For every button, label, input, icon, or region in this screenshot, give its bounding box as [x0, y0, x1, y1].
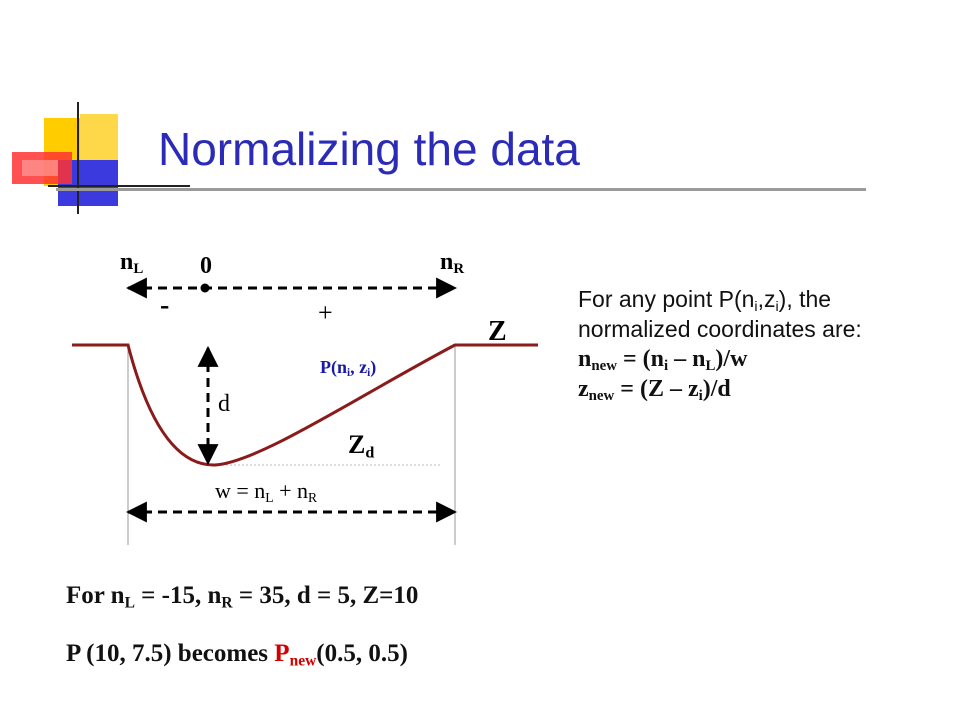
label-Zd: Zd: [348, 430, 375, 462]
label-nL: nL: [120, 249, 144, 278]
title-divider: [56, 188, 866, 191]
label-d: d: [218, 391, 230, 417]
channel-curve: [72, 343, 538, 467]
z-new-formula: znew = (Z – zi)/d: [578, 376, 731, 405]
intro-text: For any point P(ni,zi), the normalized c…: [578, 286, 862, 342]
slide-logo: [12, 102, 190, 214]
origin-dot: [200, 283, 210, 293]
example-parameters: For nL = -15, nR = 35, d = 5, Z=10: [66, 582, 419, 612]
label-nR: nR: [440, 249, 465, 278]
label-minus: -: [160, 290, 170, 321]
label-plus: +: [318, 298, 333, 327]
normalized-point-label: Pnew: [274, 640, 317, 670]
label-width: w = nL + nR: [215, 478, 318, 505]
n-new-formula: nnew = (ni – nL)/w: [578, 346, 748, 375]
normalization-description: For any point P(ni,zi), the normalized c…: [578, 284, 908, 404]
example-result: P (10, 7.5) becomes Pnew(0.5, 0.5): [66, 640, 408, 670]
label-zero: 0: [200, 253, 212, 279]
label-Z: Z: [488, 316, 507, 347]
label-point-P: P(ni, zi): [320, 357, 377, 380]
slide-title: Normalizing the data: [158, 123, 580, 175]
